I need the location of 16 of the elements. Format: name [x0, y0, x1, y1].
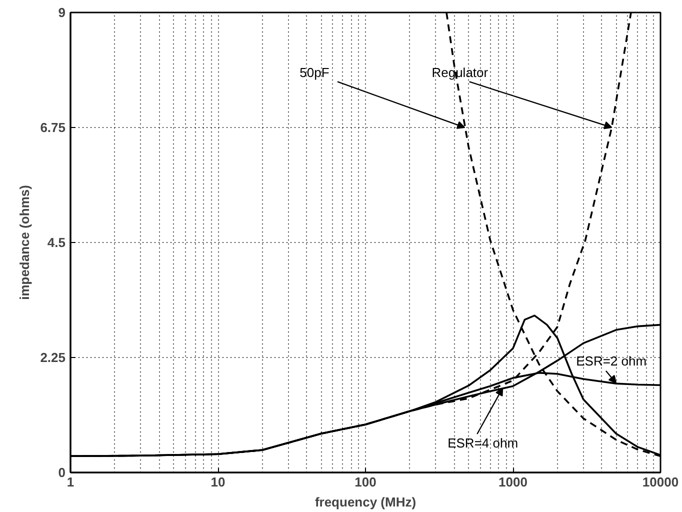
x-axis-title: frequency (MHz) [314, 494, 416, 510]
y-tick-label: 6.75 [40, 120, 66, 135]
annotation: ESR=2 ohm [576, 354, 647, 369]
y-tick-label: 2.25 [40, 350, 66, 365]
y-axis-title: impedance (ohms) [17, 185, 32, 300]
annotation: ESR=4 ohm [448, 436, 518, 451]
x-tick-label: 1 [66, 474, 74, 490]
x-tick-label: 1000 [498, 474, 528, 490]
x-tick-label: 100 [354, 474, 376, 490]
annotation: Regulator [432, 65, 489, 80]
annotation: 50pF [300, 65, 330, 80]
x-tick-label: 10000 [642, 474, 679, 490]
y-tick-label: 4.5 [47, 235, 66, 250]
y-tick-label: 0 [58, 465, 66, 480]
y-tick-label: 9 [58, 5, 66, 20]
x-tick-label: 10 [210, 474, 226, 490]
